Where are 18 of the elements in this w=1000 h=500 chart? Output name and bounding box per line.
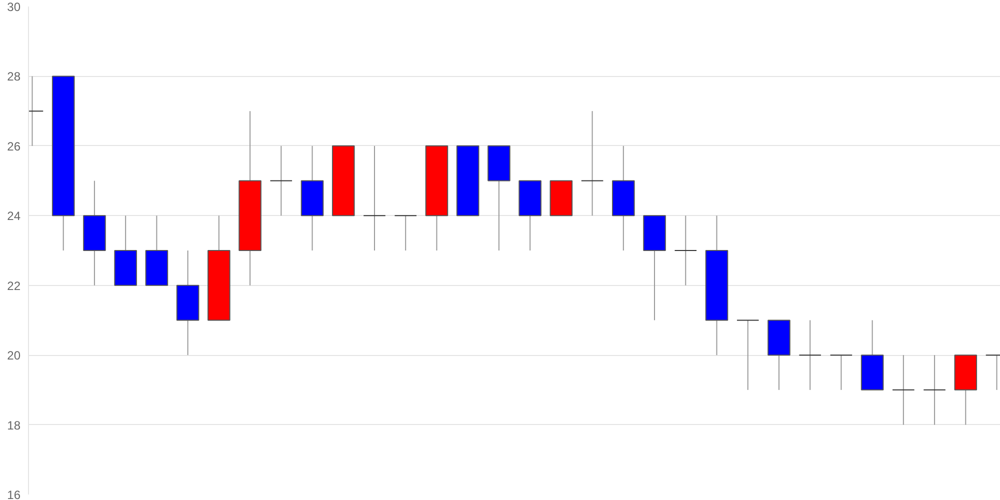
y-tick-label: 24 bbox=[7, 209, 21, 224]
y-tick-label: 30 bbox=[7, 0, 21, 14]
y-tick-label: 22 bbox=[7, 278, 21, 293]
candlestick bbox=[892, 354, 915, 426]
candlestick bbox=[270, 145, 293, 216]
candlestick bbox=[830, 354, 853, 390]
y-tick-label: 26 bbox=[7, 139, 21, 154]
candlestick bbox=[394, 215, 417, 251]
y-tick-label: 28 bbox=[7, 70, 21, 84]
candlestick bbox=[674, 215, 698, 286]
y-tick-label: 16 bbox=[7, 488, 21, 500]
candlestick bbox=[363, 145, 386, 251]
candlestick bbox=[580, 110, 604, 216]
candlestick bbox=[798, 320, 822, 390]
candlestick bbox=[736, 320, 760, 390]
candlestick bbox=[923, 354, 946, 426]
y-tick-label: 20 bbox=[7, 348, 21, 363]
y-tick-label: 18 bbox=[7, 418, 21, 432]
